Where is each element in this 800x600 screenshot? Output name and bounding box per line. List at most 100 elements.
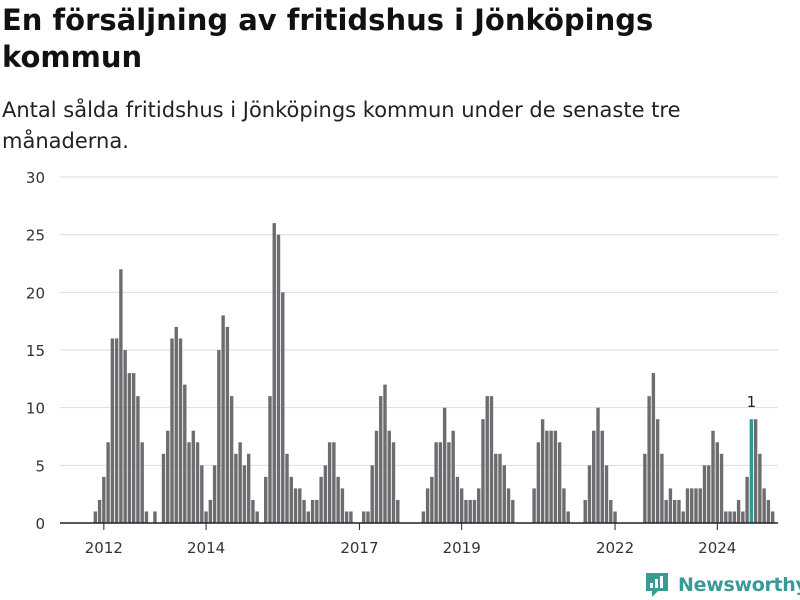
bar	[387, 430, 391, 523]
bar	[545, 430, 549, 523]
bar	[379, 396, 383, 523]
bar	[383, 384, 387, 523]
x-tick-label: 2014	[187, 539, 225, 557]
bar	[204, 511, 208, 523]
y-axis: 0 5 10 15 20 25 30	[26, 169, 45, 533]
bar	[114, 338, 119, 523]
bar	[672, 499, 677, 523]
bar	[711, 430, 715, 523]
bar	[498, 453, 502, 523]
bar	[183, 384, 187, 523]
bar	[745, 476, 749, 523]
bar	[506, 488, 511, 523]
bar	[489, 396, 494, 523]
bar	[604, 465, 609, 523]
y-tick-label: 15	[26, 342, 45, 360]
bar	[212, 465, 217, 523]
bar	[736, 499, 741, 523]
bar	[306, 511, 311, 523]
bar	[562, 488, 566, 523]
bar	[442, 407, 447, 523]
bar	[753, 419, 758, 523]
bar	[690, 488, 694, 523]
bar	[770, 511, 775, 523]
bar	[349, 511, 353, 523]
bar	[170, 338, 174, 523]
bar	[268, 396, 272, 523]
bar	[327, 442, 332, 523]
bar	[323, 465, 328, 523]
bar	[246, 453, 251, 523]
highlighted-bar	[749, 419, 754, 523]
y-tick-label: 5	[35, 457, 45, 475]
bar	[536, 442, 541, 523]
bar-chart-logo-icon	[646, 573, 668, 597]
bar	[485, 396, 489, 523]
bar	[511, 499, 515, 523]
bar	[97, 499, 102, 523]
bar	[702, 465, 707, 523]
bar	[464, 499, 468, 523]
bar	[741, 511, 745, 523]
bar	[391, 442, 396, 523]
bar	[285, 453, 289, 523]
bar	[276, 234, 281, 524]
bar	[264, 476, 268, 523]
bar-chart: 0 5 10 15 20 25 30 2012 2014 2017 2019 2022 2024 1	[26, 169, 778, 557]
y-tick-label: 30	[26, 169, 45, 187]
bar	[455, 476, 460, 523]
bar	[221, 315, 225, 523]
bar	[481, 419, 485, 523]
bar	[664, 499, 668, 523]
bar	[238, 442, 242, 523]
bar	[229, 396, 234, 523]
bar	[289, 476, 293, 523]
bar	[315, 499, 319, 523]
bar	[332, 442, 336, 523]
bar	[302, 499, 306, 523]
bar	[430, 476, 434, 523]
bar	[131, 373, 136, 523]
x-tick-label: 2017	[340, 539, 378, 557]
data-labels: 1	[747, 393, 757, 411]
bar	[191, 430, 195, 523]
bar	[396, 499, 400, 523]
bar	[468, 499, 472, 523]
highlight-value-label: 1	[747, 393, 757, 411]
bar	[600, 430, 604, 523]
bar	[174, 326, 178, 523]
bars	[93, 223, 775, 524]
bar	[596, 407, 600, 523]
bar	[421, 511, 426, 523]
bar	[251, 499, 255, 523]
bar	[127, 373, 132, 523]
bar	[225, 326, 230, 523]
x-tick-label: 2012	[85, 539, 123, 557]
bar	[724, 511, 728, 523]
bar	[370, 465, 374, 523]
bar	[677, 499, 681, 523]
bar	[728, 511, 732, 523]
bar	[242, 465, 247, 523]
bar	[187, 442, 191, 523]
bar	[344, 511, 349, 523]
bar	[758, 453, 762, 523]
bar	[362, 511, 366, 523]
bar	[374, 430, 379, 523]
y-tick-label: 0	[35, 515, 45, 533]
bar	[340, 488, 345, 523]
bar	[153, 511, 157, 523]
bar	[281, 292, 285, 523]
bar	[766, 499, 771, 523]
bar	[310, 499, 315, 523]
bar	[540, 419, 545, 523]
bar	[494, 453, 498, 523]
y-tick-label: 20	[26, 284, 45, 302]
bar	[668, 488, 673, 523]
y-tick-label: 25	[26, 227, 45, 245]
bar	[549, 430, 553, 523]
bar	[298, 488, 302, 523]
bar	[272, 223, 276, 523]
bar	[587, 465, 592, 523]
chart-subtitle: Antal sålda fritidshus i Jönköpings komm…	[2, 98, 681, 153]
